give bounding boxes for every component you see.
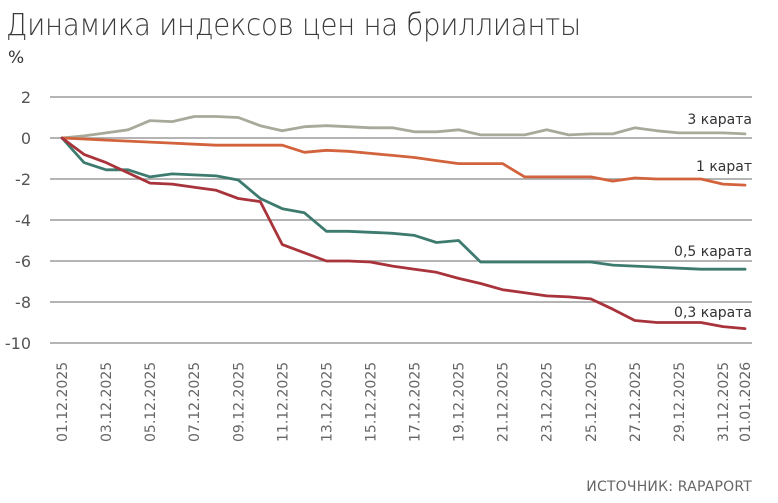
x-tick-label: 23.12.2025 [540, 362, 556, 442]
y-tick-label: -8 [15, 293, 31, 312]
x-tick-label: 21.12.2025 [496, 362, 512, 442]
x-tick-label: 19.12.2025 [452, 362, 468, 442]
x-tick-label: 09.12.2025 [231, 362, 247, 442]
x-tick-label: 07.12.2025 [187, 362, 203, 442]
y-axis-ticks: 2 0 -2 -4 -6 -8 -10 [5, 88, 31, 353]
x-tick-label: 25.12.2025 [584, 362, 600, 442]
series-label: 0,3 карата [674, 305, 752, 321]
series-label: 3 карата [687, 112, 752, 128]
x-tick-label: 05.12.2025 [143, 362, 159, 442]
x-axis-ticks: 01.12.2025 03.12.2025 05.12.2025 07.12.2025… [55, 362, 754, 442]
series-label: 0,5 карата [674, 244, 752, 260]
x-tick-label: 03.12.2025 [99, 362, 115, 442]
gridlines [50, 96, 752, 344]
y-tick-label: 2 [21, 88, 31, 107]
x-tick-label: 15.12.2025 [363, 362, 379, 442]
series-lines [60, 115, 747, 331]
series-line [60, 136, 747, 271]
x-tick-label: 11.12.2025 [275, 362, 291, 442]
x-tick-label: 31.12.2025 [716, 362, 732, 442]
y-tick-label: -10 [5, 334, 31, 353]
y-tick-label: 0 [21, 129, 31, 148]
y-tick-label: -4 [15, 211, 31, 230]
series-labels: 3 карата 1 карат 0,5 карата 0,3 карата [674, 112, 752, 321]
series-line [60, 136, 747, 187]
y-tick-label: -2 [15, 170, 31, 189]
y-tick-label: -6 [15, 252, 31, 271]
x-tick-label: 27.12.2025 [628, 362, 644, 442]
x-tick-label: 17.12.2025 [408, 362, 424, 442]
x-tick-label: 01.01.2026 [738, 362, 754, 442]
x-tick-label: 01.12.2025 [55, 362, 71, 442]
y-axis-unit: % [8, 48, 25, 68]
series-line [60, 115, 747, 140]
x-tick-label: 13.12.2025 [319, 362, 335, 442]
series-label: 1 карат [696, 159, 752, 175]
source-note: ИСТОЧНИК: RAPAPORT [586, 479, 752, 495]
chart-title: Динамика индексов цен на бриллианты [6, 8, 581, 43]
series-line [60, 136, 747, 331]
x-tick-label: 29.12.2025 [672, 362, 688, 442]
